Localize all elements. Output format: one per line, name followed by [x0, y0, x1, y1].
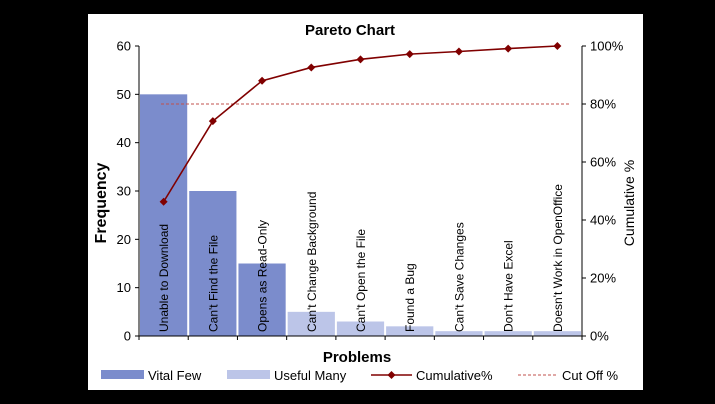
y2-tick-label: 60%: [590, 155, 616, 170]
y2-tick-label: 80%: [590, 97, 616, 112]
cumulative-point-6: [405, 50, 414, 59]
bar-9: [533, 331, 581, 336]
bar-1: [140, 94, 188, 336]
category-label: Can't Save Changes: [452, 222, 466, 332]
bar-7: [435, 331, 483, 336]
y2-axis-label: Cumulative %: [621, 160, 637, 246]
bar-8: [484, 331, 532, 336]
legend-label-vital-few: Vital Few: [148, 368, 202, 383]
bar-3: [238, 263, 286, 336]
cumulative-point-7: [454, 47, 463, 56]
legend-label-cutoff: Cut Off %: [562, 368, 619, 383]
y-tick-label: 10: [117, 280, 131, 295]
y-tick-label: 40: [117, 135, 131, 150]
x-axis-label: Problems: [323, 349, 391, 366]
cumulative-point-2: [208, 117, 217, 126]
chart-title: Pareto Chart: [305, 22, 395, 39]
y-axis-label: Frequency: [93, 162, 110, 243]
category-label: Can't Open the File: [354, 229, 368, 332]
category-label: Opens as Read-Only: [256, 220, 270, 332]
bar-6: [386, 326, 434, 336]
legend-swatch-vital-few: [101, 370, 144, 379]
cumulative-point-4: [307, 63, 316, 72]
category-label: Can't Find the File: [206, 235, 220, 332]
y2-tick-label: 0%: [590, 329, 609, 344]
y-tick-label: 30: [117, 184, 131, 199]
cumulative-point-8: [504, 44, 513, 53]
legend-marker-cumulative: [387, 371, 396, 379]
y-tick-label: 20: [117, 232, 131, 247]
cumulative-line: [162, 45, 558, 203]
category-label: Unable to Download: [157, 224, 171, 332]
legend-swatch-useful-many: [227, 370, 270, 379]
category-label: Doesn't Work in OpenOffice: [551, 184, 565, 332]
legend-label-cumulative: Cumulative%: [416, 368, 493, 383]
cumulative-point-5: [356, 55, 365, 64]
legend-label-useful-many: Useful Many: [274, 368, 347, 383]
chart-frame: Pareto Chart 0 10 20 30 40 50 60 0% 20% 40% 60% 80%…: [88, 14, 643, 390]
y-tick-label: 50: [117, 87, 131, 102]
category-label: Don't Have Excel: [502, 240, 516, 332]
category-label: Found a Bug: [403, 263, 417, 332]
y-tick-label: 0: [124, 329, 131, 344]
cumulative-point-3: [258, 76, 267, 85]
pareto-chart: Pareto Chart 0 10 20 30 40 50 60 0% 20% 40% 60% 80%…: [93, 22, 637, 383]
y-tick-label: 60: [117, 39, 131, 54]
cumulative-point-1: [159, 197, 168, 206]
y2-tick-label: 100%: [590, 39, 624, 54]
bar-2: [189, 191, 237, 336]
bar-4: [287, 311, 335, 336]
y2-tick-label: 40%: [590, 213, 616, 228]
bar-5: [336, 321, 385, 336]
cumulative-point-9: [553, 42, 562, 50]
legend: Vital Few Useful Many Cumulative% Cut Off %: [101, 368, 619, 383]
category-label: Can't Change Background: [305, 192, 319, 332]
y2-tick-label: 20%: [590, 271, 616, 286]
plot-area: 0 10 20 30 40 50 60 0% 20% 40% 60% 80% 100% Unable to…: [117, 39, 624, 344]
